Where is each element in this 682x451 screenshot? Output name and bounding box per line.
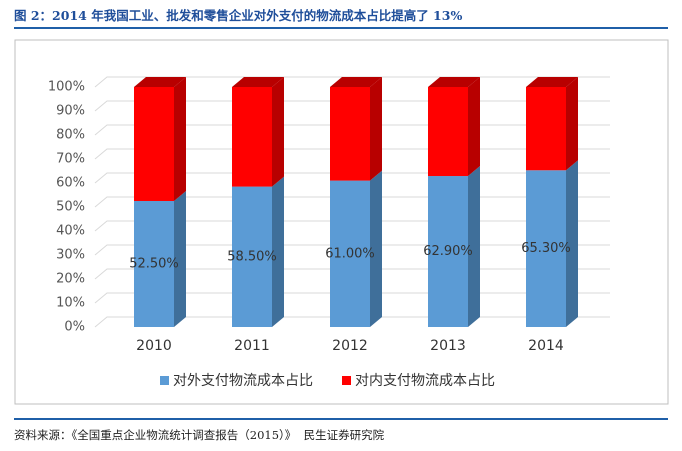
x-tick-label: 2011 <box>234 338 270 354</box>
bar <box>526 87 566 171</box>
bar-top <box>526 77 578 87</box>
bar-side <box>370 77 382 181</box>
bar <box>428 87 468 177</box>
x-tick-label: 2010 <box>136 338 172 354</box>
y-tick-label: 60% <box>56 176 85 191</box>
data-label: 58.50% <box>227 249 277 264</box>
bar <box>232 186 272 327</box>
bar-top <box>232 77 284 87</box>
rule <box>14 27 668 29</box>
y-tick-label: 30% <box>56 248 85 263</box>
data-label: 61.00% <box>325 246 375 261</box>
x-tick-label: 2013 <box>430 338 466 354</box>
y-tick-label: 0% <box>64 320 85 335</box>
y-tick-label: 50% <box>56 200 85 215</box>
bar-top <box>428 77 480 87</box>
legend-swatch <box>342 376 351 385</box>
legend-label: 对内支付物流成本占比 <box>355 373 495 389</box>
legend-swatch <box>160 376 169 385</box>
chart-frame <box>14 39 669 405</box>
x-tick-label: 2014 <box>528 338 564 354</box>
bar <box>134 87 174 201</box>
bar-side <box>272 176 284 327</box>
bar-side <box>468 77 480 177</box>
y-tick-label: 90% <box>56 104 85 119</box>
bar-side <box>566 77 578 171</box>
bar <box>330 180 370 327</box>
bar-side <box>370 170 382 327</box>
rule <box>14 418 668 420</box>
x-tick-label: 2012 <box>332 338 368 354</box>
y-tick-label: 10% <box>56 296 85 311</box>
bar <box>232 87 272 187</box>
y-tick-label: 40% <box>56 224 85 239</box>
bar-side <box>272 77 284 187</box>
data-label: 65.30% <box>521 241 571 256</box>
legend-label: 对外支付物流成本占比 <box>173 373 313 389</box>
bar <box>428 176 468 327</box>
bar <box>526 170 566 327</box>
bar-side <box>468 166 480 327</box>
data-label: 62.90% <box>423 244 473 259</box>
y-tick-label: 20% <box>56 272 85 287</box>
bar <box>134 201 174 327</box>
bar-top <box>330 77 382 87</box>
bar-side <box>174 191 186 327</box>
y-tick-label: 80% <box>56 128 85 143</box>
chart-title: 图 2：2014 年我国工业、批发和零售企业对外支付的物流成本占比提高了 13% <box>14 8 463 23</box>
source: 资料来源：《全国重点企业物流统计调查报告（2015）》 民生证券研究院 <box>14 428 385 442</box>
data-label: 52.50% <box>129 257 179 272</box>
bar-side <box>566 160 578 327</box>
y-tick-label: 70% <box>56 152 85 167</box>
bar <box>330 87 370 181</box>
bar-top <box>134 77 186 87</box>
bar-side <box>174 77 186 201</box>
y-tick-label: 100% <box>48 80 85 95</box>
